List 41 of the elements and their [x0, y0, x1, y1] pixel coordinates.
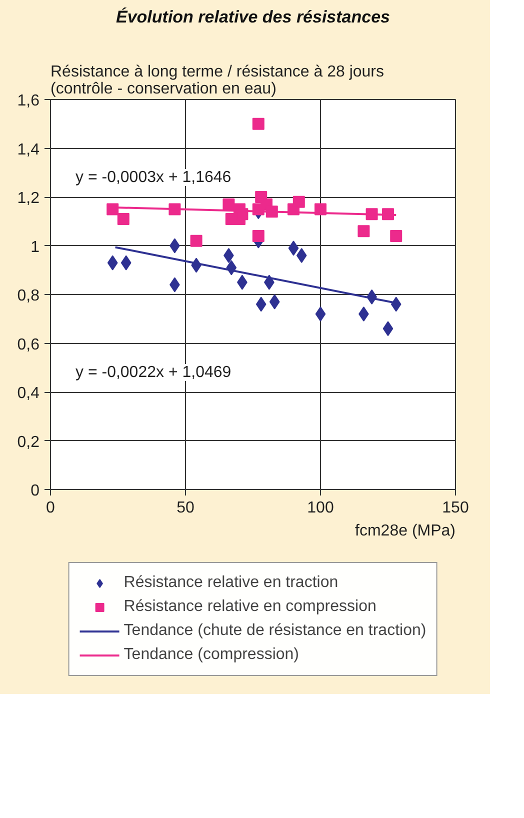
y-tick-label: 0,4 — [17, 385, 40, 402]
point — [117, 212, 130, 225]
point — [106, 203, 119, 216]
x-tick-label: 100 — [307, 500, 334, 516]
point — [296, 248, 307, 263]
x-tick-label: 50 — [176, 500, 194, 516]
legend-label: Résistance relative en traction — [124, 574, 338, 592]
y-tick-label: 0,6 — [17, 336, 40, 354]
point — [292, 196, 305, 208]
x-axis-title: fcm28e (MPa) — [355, 522, 456, 540]
annotation: y = -0,0003x + 1,1646 — [76, 169, 232, 186]
y-tick-label: 0,2 — [17, 434, 40, 451]
legend-label: Résistance relative en compression — [124, 598, 376, 616]
point — [390, 230, 402, 242]
x-tick-label: 150 — [442, 500, 469, 516]
point — [358, 306, 369, 322]
point — [224, 248, 234, 263]
y-tick-label: 0 — [30, 482, 40, 500]
point — [315, 306, 326, 322]
y-axis-title: Résistance à long terme / résistance à 28 jours (contrôle - conservation en eau) — [50, 64, 384, 98]
point — [269, 294, 280, 310]
point — [120, 255, 132, 270]
point — [190, 234, 202, 247]
y-tick-label: 1,2 — [17, 190, 40, 207]
point — [390, 296, 402, 312]
y-tick-label: 0,8 — [17, 288, 40, 304]
chart-title: Évolution relative des résistances — [116, 6, 390, 26]
y-tick-label: 1,6 — [17, 92, 40, 110]
y-tick-label: 1 — [30, 238, 40, 256]
point — [256, 296, 266, 312]
point — [382, 321, 394, 336]
point — [252, 118, 264, 130]
point — [358, 225, 370, 238]
point — [252, 230, 264, 242]
point — [288, 240, 299, 256]
y-tick-label: 1,4 — [17, 141, 40, 158]
point — [107, 255, 118, 270]
x-tick-label: 0 — [46, 500, 56, 516]
legend-label: Tendance (compression) — [124, 646, 299, 664]
annotation: y = -0,0022x + 1,0469 — [76, 364, 232, 381]
legend-label: Tendance (chute de résistance en traction) — [124, 622, 426, 640]
